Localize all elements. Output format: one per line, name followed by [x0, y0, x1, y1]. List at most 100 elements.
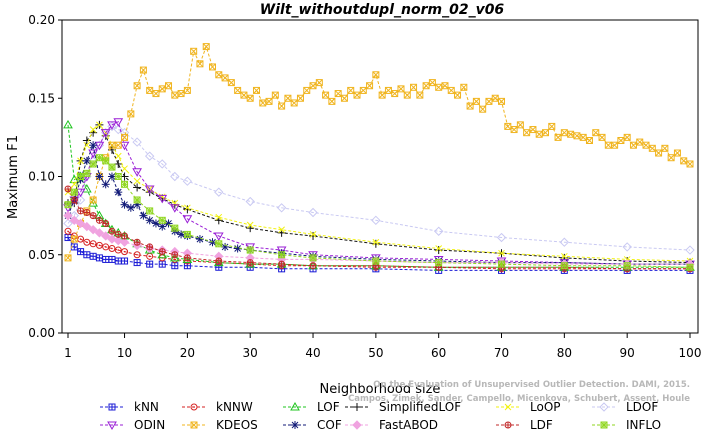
data-point — [113, 118, 124, 127]
data-point — [372, 257, 380, 265]
data-point — [296, 94, 304, 102]
data-point — [334, 90, 342, 98]
data-point — [89, 212, 97, 220]
legend-item-lof: LOF — [283, 400, 340, 414]
data-point — [636, 138, 644, 146]
data-point — [89, 141, 98, 150]
series-loop — [64, 121, 694, 265]
data-point — [119, 237, 130, 247]
data-point — [278, 251, 286, 259]
data-point — [63, 218, 73, 229]
legend-item-fastabod: FastABOD — [345, 418, 438, 432]
data-point — [89, 196, 97, 204]
data-point — [83, 169, 91, 177]
legend-marker — [352, 420, 362, 430]
data-point — [146, 260, 154, 268]
data-point — [64, 227, 72, 235]
data-point — [315, 79, 323, 87]
data-point — [133, 82, 141, 90]
data-point — [95, 216, 103, 224]
data-point — [102, 255, 110, 263]
legend-item-loop: LoOP — [496, 400, 561, 414]
data-point — [95, 154, 103, 162]
data-point — [433, 226, 444, 236]
data-point — [278, 226, 285, 234]
data-point — [498, 249, 505, 257]
data-point — [234, 86, 242, 94]
data-point — [322, 91, 330, 99]
data-point — [391, 90, 399, 98]
data-point — [655, 149, 663, 157]
y-tick-label: 0.05 — [28, 248, 55, 262]
data-point — [309, 231, 318, 240]
x-axis-label: Neighborhood size — [320, 382, 441, 397]
data-point — [95, 254, 103, 262]
data-point — [259, 99, 267, 107]
y-axis: 0.00 0.05 0.10 0.15 0.20 — [28, 13, 62, 340]
data-point — [548, 122, 556, 130]
data-point — [460, 83, 468, 91]
credit-text: Campos, Zimek, Sander, Campello, Micenko… — [348, 380, 690, 404]
data-point — [278, 102, 286, 110]
data-point — [340, 94, 348, 102]
data-point — [82, 156, 91, 165]
data-point — [114, 173, 122, 180]
series-ldof — [63, 121, 695, 255]
data-point — [101, 180, 110, 189]
data-point — [585, 137, 593, 145]
data-point — [416, 91, 424, 99]
data-point — [69, 215, 79, 226]
data-point — [77, 157, 84, 165]
data-point — [133, 177, 141, 185]
data-point — [309, 254, 317, 262]
data-point — [245, 196, 255, 207]
legend-label: kNNW — [216, 400, 253, 414]
data-point — [121, 257, 129, 265]
series-inflo — [64, 154, 694, 271]
data-point — [309, 231, 317, 238]
x-tick-label: 80 — [557, 346, 572, 360]
data-point — [133, 259, 141, 267]
data-point — [114, 159, 123, 168]
data-point — [83, 208, 91, 216]
data-point — [81, 184, 92, 193]
data-point — [64, 201, 72, 209]
data-point — [144, 151, 155, 161]
data-point — [573, 132, 581, 140]
data-point — [184, 204, 191, 212]
data-point — [120, 200, 129, 209]
x-tick-label: 30 — [243, 346, 258, 360]
data-point — [604, 141, 612, 149]
x-tick-label: 1 — [64, 346, 72, 360]
data-point — [686, 160, 694, 168]
series-line — [68, 124, 691, 264]
data-point — [498, 260, 506, 268]
y-tick-label: 0.00 — [28, 326, 55, 340]
data-point — [221, 242, 230, 251]
data-point — [171, 251, 179, 259]
data-point — [102, 157, 110, 165]
data-point — [158, 222, 167, 231]
data-point — [133, 196, 141, 204]
data-point — [127, 110, 135, 118]
data-point — [271, 91, 279, 99]
data-point — [139, 211, 148, 220]
data-point — [146, 243, 154, 251]
data-point — [70, 196, 78, 204]
data-point — [64, 254, 72, 262]
data-point — [435, 83, 443, 91]
data-point — [435, 245, 443, 252]
data-point — [209, 63, 217, 71]
legend-label: SimplifiedLOF — [379, 400, 461, 414]
data-point — [284, 94, 292, 102]
x-tick-label: 10 — [117, 346, 132, 360]
data-point — [146, 207, 154, 215]
data-point — [623, 262, 631, 270]
data-point — [560, 262, 568, 270]
data-point — [611, 141, 619, 149]
data-point — [347, 86, 355, 94]
data-point — [454, 91, 462, 99]
series-layer — [63, 43, 695, 274]
legend-marker — [290, 401, 300, 411]
data-point — [158, 216, 166, 224]
